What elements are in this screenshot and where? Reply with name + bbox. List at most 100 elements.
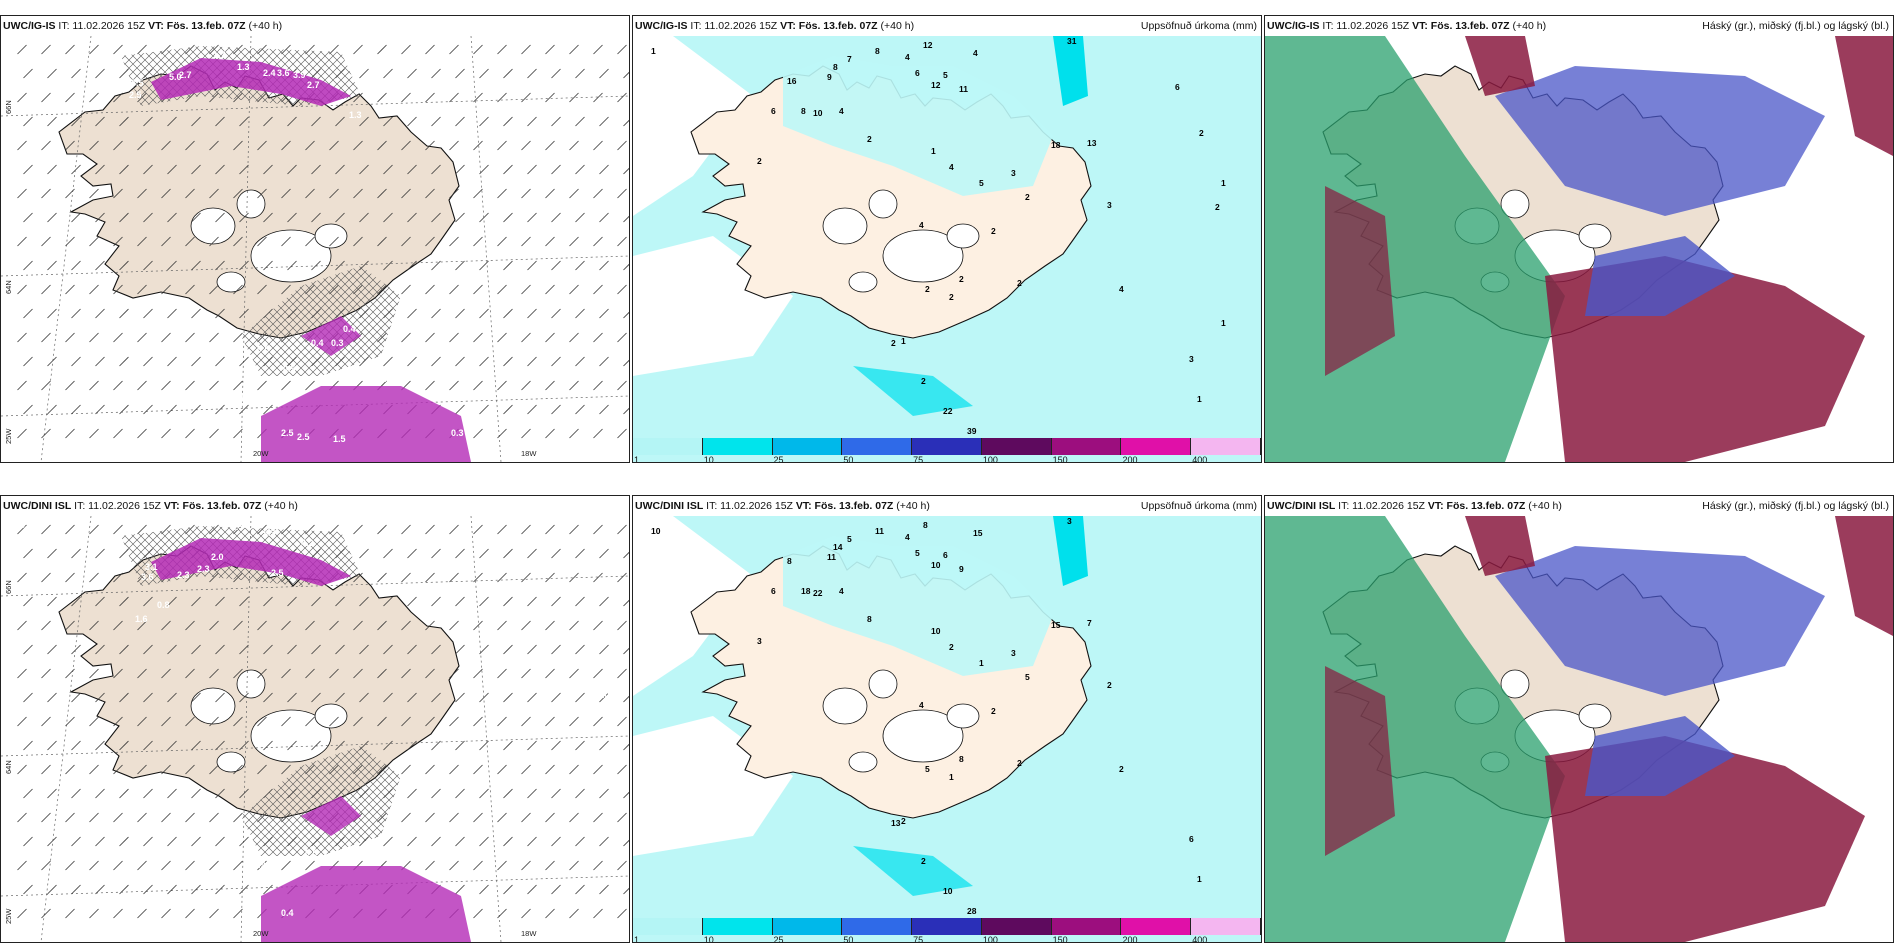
value-label: 6 <box>915 68 920 78</box>
wind-barb <box>431 356 441 367</box>
legend-tick: 400 <box>1192 455 1208 463</box>
wind-barb <box>425 620 435 631</box>
value-label: 10 <box>931 626 941 636</box>
glacier-outline <box>250 229 332 283</box>
legend-tick: 100 <box>982 455 998 463</box>
wind-barb <box>239 836 249 847</box>
wind-barb <box>143 404 153 415</box>
wind-barb <box>545 716 555 727</box>
value-label: 5 <box>915 548 920 558</box>
wind-barb <box>593 524 603 535</box>
value-label: 3 <box>1189 354 1194 364</box>
wind-barb <box>239 692 249 703</box>
wind-barb <box>23 356 33 367</box>
wind-barb <box>401 764 411 775</box>
wind-barb <box>479 596 489 607</box>
wind-barb <box>239 308 249 319</box>
wind-barb <box>41 140 51 151</box>
map-cloud-dini[interactable] <box>1265 516 1893 942</box>
wind-barb <box>305 188 315 199</box>
wind-barb <box>449 44 459 55</box>
wind-barb <box>23 740 33 751</box>
wind-barb <box>551 404 561 415</box>
wind-barb <box>167 836 177 847</box>
value-label: 2 <box>921 376 926 386</box>
value-label: 7 <box>1087 618 1092 628</box>
wind-barb <box>623 407 629 415</box>
wind-barb <box>473 812 483 823</box>
value-label: 5 <box>925 764 930 774</box>
wind-barb <box>17 908 27 919</box>
wind-barb <box>599 164 609 175</box>
wind-barb <box>161 380 171 391</box>
wind-barb <box>167 164 177 175</box>
wind-barb <box>287 596 297 607</box>
wind-barb <box>185 188 195 199</box>
graticule-line <box>240 516 252 942</box>
value-label: 31 <box>1067 36 1077 46</box>
model-name: UWC/IG-IS <box>3 20 56 32</box>
wind-barb <box>569 140 579 151</box>
wind-barb <box>191 260 201 271</box>
wind-barb <box>407 692 417 703</box>
wind-barb <box>551 692 561 703</box>
wind-barb <box>311 116 321 127</box>
wind-barb <box>623 647 629 655</box>
wind-barb <box>551 644 561 655</box>
wind-barb <box>113 620 123 631</box>
value-label: 2 <box>1119 764 1124 774</box>
wind-barb <box>545 92 555 103</box>
wind-barb <box>383 164 393 175</box>
wind-barb <box>215 308 225 319</box>
mid-cloud <box>1495 66 1825 216</box>
wind-barb <box>287 212 297 223</box>
wind-barb <box>209 236 219 247</box>
wind-barb <box>137 284 147 295</box>
wind-barb <box>353 668 363 679</box>
map-wind-igis[interactable]: 1.7 1.3 2.4 3.6 3.9 2.7 5.0 2.7 3.5 2.5 1.3 0.5 0.4 0… <box>1 36 629 462</box>
map-precip-dini[interactable]: 8 11 5 4 3 15 10 8 14 11 5 6 10 9 15 22 18 6 4 3 7 8 10 2 1 3 5 2 2 2… <box>633 516 1261 942</box>
wind-barb <box>383 356 393 367</box>
wind-barb <box>377 44 387 55</box>
wind-barb <box>143 740 153 751</box>
wind-barb <box>113 428 123 439</box>
wind-barb <box>569 44 579 55</box>
wind-barb <box>47 260 57 271</box>
wind-barb <box>167 212 177 223</box>
wind-barb <box>575 596 585 607</box>
wind-barb <box>233 428 243 439</box>
panel-header: UWC/IG-IS IT: 11.02.2026 15Z VT: Fös. 13… <box>1 16 629 36</box>
wind-barb <box>473 908 483 919</box>
wind-barb <box>191 356 201 367</box>
wind-barb <box>455 692 465 703</box>
wind-barb <box>401 716 411 727</box>
map-wind-dini[interactable]: 1.8 1.3 5.3 4.2 2.3 3.1 3.6 2.3 2.0 0.8 1.6 2.5 0.4 1… <box>1 516 629 942</box>
issue-time: IT: 11.02.2026 15Z <box>74 500 161 512</box>
wind-barb <box>191 836 201 847</box>
wind-barb <box>185 620 195 631</box>
wind-barb <box>455 884 465 895</box>
legend-tick: 100 <box>982 935 998 943</box>
wind-barb <box>455 740 465 751</box>
wind-barb <box>17 284 27 295</box>
graticule-line <box>40 36 92 462</box>
wind-barb <box>257 860 267 871</box>
wind-barb <box>383 692 393 703</box>
wind-barb <box>281 620 291 631</box>
value-label: 8 <box>833 62 838 72</box>
wind-barb <box>473 428 483 439</box>
value-label: 15 <box>1051 620 1061 630</box>
wind-barb <box>239 260 249 271</box>
map-precip-igis[interactable]: 12 8 7 4 31 4 1 16 8 9 6 5 12 11 18 10 8 6 4 2 13 2 1 4 5 3 2 2 3 4 2 2… <box>633 36 1261 462</box>
value-label: 9 <box>959 564 964 574</box>
wind-barb <box>113 284 123 295</box>
value-label: 2 <box>921 856 926 866</box>
wind-barb <box>71 212 81 223</box>
value-label: 10 <box>813 108 823 118</box>
value-label: 2 <box>1017 278 1022 288</box>
wind-barb <box>455 68 465 79</box>
wind-barb <box>95 644 105 655</box>
map-cloud-igis[interactable] <box>1265 36 1893 462</box>
value-label: 14 <box>833 542 843 552</box>
wind-barb <box>503 788 513 799</box>
